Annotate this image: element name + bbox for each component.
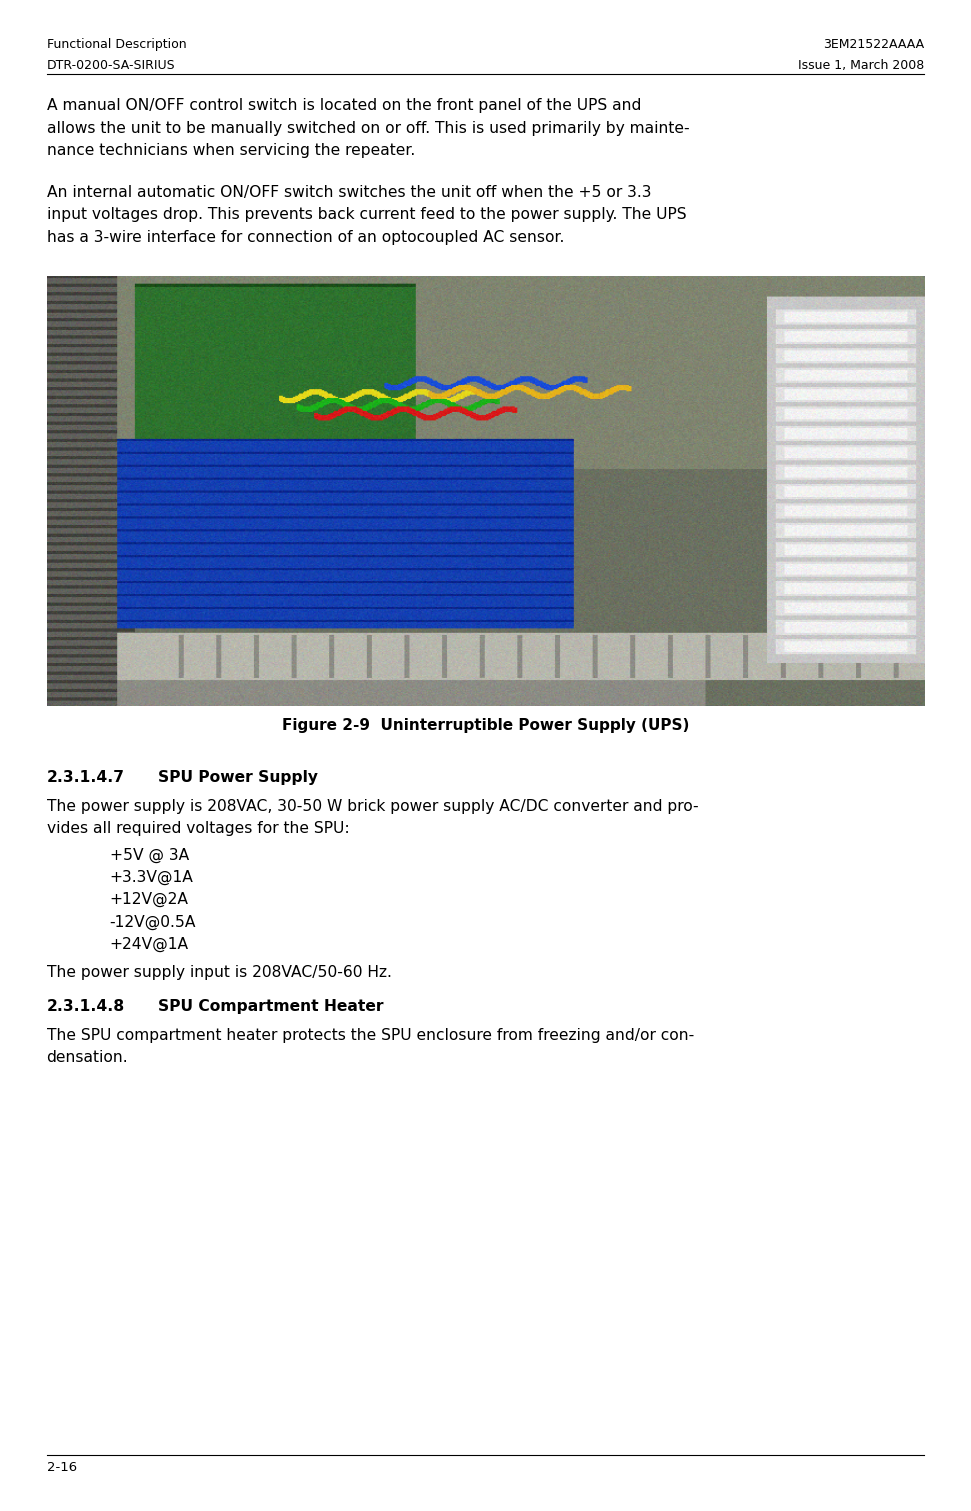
Text: +3.3V@1A: +3.3V@1A [110,870,193,885]
Text: -12V@0.5A: -12V@0.5A [110,914,196,929]
Text: SPU Compartment Heater: SPU Compartment Heater [158,999,384,1014]
Text: 3EM21522AAAA: 3EM21522AAAA [823,38,924,51]
Text: An internal automatic ON/OFF switch switches the unit off when the +5 or 3.3: An internal automatic ON/OFF switch swit… [47,184,652,199]
Text: Functional Description: Functional Description [47,38,186,51]
Text: The SPU compartment heater protects the SPU enclosure from freezing and/or con-: The SPU compartment heater protects the … [47,1027,694,1043]
Text: A manual ON/OFF control switch is located on the front panel of the UPS and: A manual ON/OFF control switch is locate… [47,98,641,113]
Text: The power supply is 208VAC, 30-50 W brick power supply AC/DC converter and pro-: The power supply is 208VAC, 30-50 W bric… [47,799,698,814]
Text: vides all required voltages for the SPU:: vides all required voltages for the SPU: [47,822,350,836]
Text: +12V@2A: +12V@2A [110,893,188,908]
Text: 2.3.1.4.8: 2.3.1.4.8 [47,999,124,1014]
Text: +24V@1A: +24V@1A [110,937,188,952]
Text: 2.3.1.4.7: 2.3.1.4.7 [47,769,124,784]
Text: +5V @ 3A: +5V @ 3A [110,848,189,863]
Text: Figure 2-9  Uninterruptible Power Supply (UPS): Figure 2-9 Uninterruptible Power Supply … [282,718,689,733]
Text: The power supply input is 208VAC/50-60 Hz.: The power supply input is 208VAC/50-60 H… [47,966,391,981]
Text: has a 3-wire interface for connection of an optocoupled AC sensor.: has a 3-wire interface for connection of… [47,230,564,245]
Text: Issue 1, March 2008: Issue 1, March 2008 [798,59,924,73]
Text: nance technicians when servicing the repeater.: nance technicians when servicing the rep… [47,144,415,159]
Text: SPU Power Supply: SPU Power Supply [158,769,318,784]
Text: 2-16: 2-16 [47,1461,77,1475]
Text: densation.: densation. [47,1050,128,1065]
Text: input voltages drop. This prevents back current feed to the power supply. The UP: input voltages drop. This prevents back … [47,207,686,222]
Text: allows the unit to be manually switched on or off. This is used primarily by mai: allows the unit to be manually switched … [47,121,689,136]
Text: DTR-0200-SA-SIRIUS: DTR-0200-SA-SIRIUS [47,59,175,73]
